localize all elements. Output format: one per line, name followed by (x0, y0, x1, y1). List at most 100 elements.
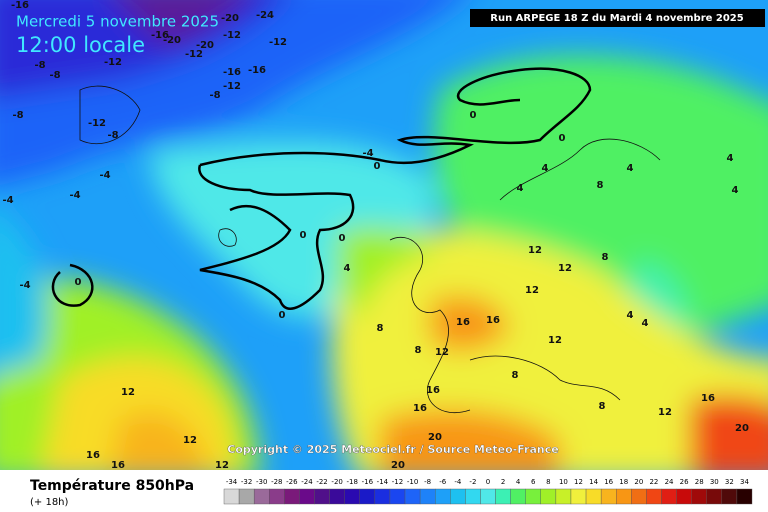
scale-label: 32 (725, 478, 734, 486)
scale-swatch (480, 488, 496, 505)
scale-swatch (646, 488, 662, 505)
scale-swatch (721, 488, 738, 505)
contour-label: -8 (12, 110, 23, 121)
contour-label: -4 (99, 170, 110, 181)
contour-label: -12 (104, 57, 122, 68)
contour-label: 16 (413, 403, 427, 414)
footer-title: Température 850hPa (30, 478, 194, 494)
contour-label: 20 (428, 432, 442, 443)
contour-label: -12 (223, 30, 241, 41)
scale-swatch (284, 488, 300, 505)
scale-label: -2 (469, 478, 476, 486)
forecast-date: Mercredi 5 novembre 2025 (16, 13, 219, 31)
color-scale: -34 -32 -30 -28 -26 -24 -22 -20 -18 -16 -14 -12 -10-… (223, 478, 753, 505)
scale-swatch (374, 488, 391, 505)
contour-label: 16 (486, 315, 500, 326)
scale-label: 4 (516, 478, 521, 486)
contour-label: 8 (602, 252, 609, 263)
scale-label: 16 (604, 478, 613, 486)
scale-label: -14 (377, 478, 389, 486)
contour-label: -4 (69, 190, 80, 201)
scale-label: -26 (286, 478, 298, 486)
scale-swatch (706, 488, 723, 505)
scale-swatch (510, 488, 526, 505)
contour-label: -8 (107, 130, 118, 141)
scale-label: -18 (347, 478, 358, 486)
contour-label: 0 (470, 110, 477, 121)
scale-swatch (676, 488, 692, 505)
contour-label: 20 (735, 423, 749, 434)
scale-swatch (314, 488, 330, 505)
scale-swatch (600, 488, 617, 505)
contour-label: 4 (727, 153, 734, 164)
contour-label: -12 (185, 49, 203, 60)
scale-swatch (359, 488, 376, 505)
contour-label: 8 (599, 401, 606, 412)
contour-label: 20 (391, 460, 405, 471)
contour-label: 12 (183, 435, 197, 446)
contour-label: -12 (88, 118, 106, 129)
contour-label: 8 (512, 370, 519, 381)
contour-label: -12 (223, 81, 241, 92)
contour-label: -16 (248, 65, 266, 76)
contour-label: -16 (11, 0, 29, 11)
scale-label: 0 (486, 478, 490, 486)
temperature-field: -16-20 -24-16-20 -20-12-12-8-8-12-12-16 -16… (0, 0, 768, 471)
contour-label: 8 (597, 180, 604, 191)
scale-label: 18 (619, 478, 628, 486)
contour-label: 12 (548, 335, 562, 346)
scale-swatch (238, 488, 255, 505)
scale-swatch (223, 488, 240, 505)
scale-label: -12 (392, 478, 403, 486)
scale-swatch (616, 488, 632, 505)
contour-label: 4 (542, 163, 549, 174)
scale-swatch (329, 488, 345, 505)
contour-label: -8 (49, 70, 60, 81)
scale-swatch (661, 488, 677, 505)
contour-label: 4 (517, 183, 524, 194)
forecast-time: 12:00 locale (16, 33, 145, 57)
scale-swatch (570, 488, 587, 505)
scale-label: -22 (316, 478, 327, 486)
scale-label: -34 (226, 478, 238, 486)
contour-label: 12 (215, 460, 229, 471)
scale-swatch (269, 488, 285, 505)
contour-labels: -16-20 -24-16-20 -20-12-12-8-8-12-12-16 -16… (2, 0, 749, 471)
forecast-lead: (+ 18h) (30, 497, 69, 508)
contour-label: 16 (701, 393, 715, 404)
scale-label: 24 (665, 478, 674, 486)
contour-label: 8 (377, 323, 384, 334)
scale-swatch (525, 488, 542, 505)
scale-label: -24 (301, 478, 313, 486)
contour-label: -12 (269, 37, 287, 48)
contour-label: -16 (223, 67, 241, 78)
contour-label: 0 (339, 233, 346, 244)
scale-label: 26 (680, 478, 689, 486)
contour-label: 0 (279, 310, 286, 321)
scale-swatch (404, 488, 421, 505)
scale-label: -16 (362, 478, 374, 486)
contour-label: -20 (196, 40, 214, 51)
scale-label: 22 (649, 478, 658, 486)
scale-swatch (691, 488, 707, 505)
scale-label: -6 (439, 478, 447, 486)
scale-label: -4 (454, 478, 462, 486)
contour-label: 0 (559, 133, 566, 144)
scale-swatch (540, 488, 557, 505)
contour-label: 12 (558, 263, 572, 274)
scale-label: 12 (574, 478, 583, 486)
contour-label: 4 (732, 185, 739, 196)
scale-label: 14 (589, 478, 598, 486)
contour-label: -8 (209, 90, 220, 101)
scale-swatch (253, 488, 270, 505)
contour-label: 0 (374, 161, 381, 172)
contour-label: 16 (456, 317, 470, 328)
contour-label: -24 (256, 10, 274, 21)
contour-label: -4 (2, 195, 13, 206)
contour-label: 0 (300, 230, 307, 241)
scale-label: 2 (501, 478, 505, 486)
scale-label: -32 (241, 478, 252, 486)
scale-label: -30 (256, 478, 267, 486)
